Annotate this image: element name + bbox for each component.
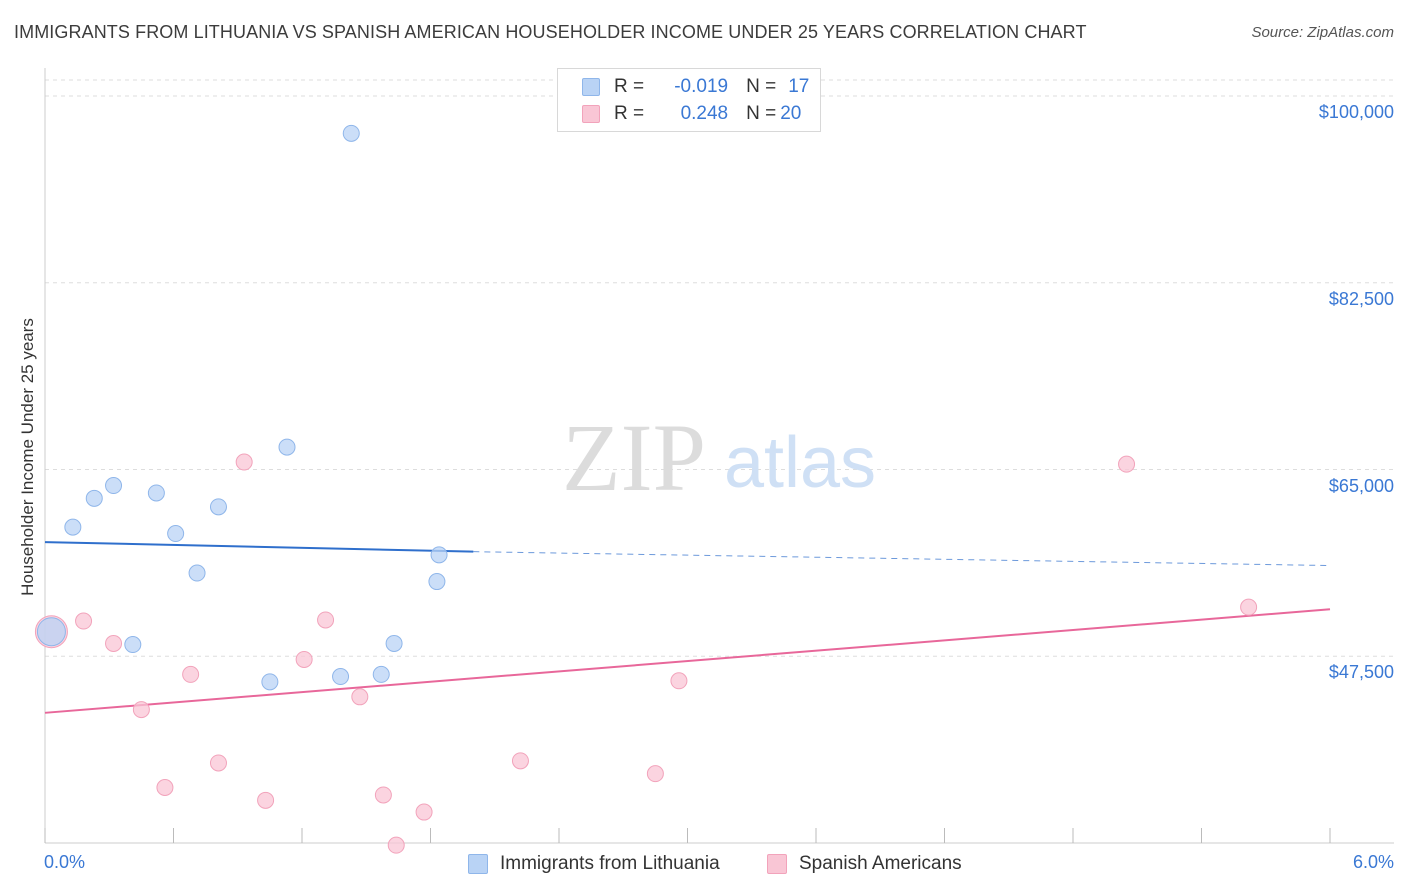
bottom-legend-label-spanish: Spanish Americans [799, 853, 962, 874]
point-lithuania [332, 668, 350, 686]
point-spanish [511, 752, 529, 770]
watermark-atlas: atlas [724, 423, 876, 503]
point-spanish [209, 754, 227, 772]
legend-row-lithuania: R = -0.019 N = 17 [582, 76, 809, 98]
point-lithuania [167, 525, 185, 543]
point-lithuania [385, 634, 403, 652]
bottom-legend-spanish: Spanish Americans [767, 852, 962, 876]
legend-n-value: 17 [788, 76, 810, 97]
trend-line-spanish [44, 608, 1331, 714]
legend-swatch-spanish [582, 105, 600, 123]
watermark: ZIP atlas [562, 404, 876, 511]
x-tick-min: 0.0% [44, 852, 86, 872]
point-lithuania [428, 573, 446, 591]
legend-r-value: 0.248 [680, 103, 729, 124]
point-lithuania [209, 498, 227, 516]
point-lithuania [188, 564, 206, 582]
point-spanish [182, 665, 200, 683]
point-spanish [295, 650, 313, 668]
y-tick-label: $65,000 [1328, 475, 1394, 496]
bottom-legend-lithuania: Immigrants from Lithuania [468, 852, 720, 876]
point-spanish [105, 634, 123, 652]
data-points [34, 124, 1258, 854]
point-spanish [670, 672, 688, 690]
y-tick-label: $100,000 [1318, 102, 1394, 122]
legend-r-label: R = [614, 76, 645, 97]
point-spanish [75, 612, 93, 630]
legend-n-label: N = [746, 76, 777, 97]
point-lithuania [261, 673, 279, 691]
trend-lines [44, 541, 1331, 714]
legend-r-label: R = [614, 103, 645, 124]
trend-line-lithuania [44, 541, 474, 553]
point-lithuania [278, 438, 296, 456]
point-lithuania [124, 636, 142, 654]
gridlines [45, 79, 1394, 657]
point-spanish [235, 453, 253, 471]
point-spanish [132, 701, 150, 719]
bottom-swatch-lithuania [468, 854, 488, 874]
point-lithuania [105, 477, 123, 495]
point-spanish [1118, 455, 1136, 473]
point-lithuania [64, 518, 82, 536]
point-spanish [387, 836, 405, 854]
bottom-swatch-spanish [767, 854, 787, 874]
watermark-zip: ZIP [562, 404, 706, 511]
chart-title: IMMIGRANTS FROM LITHUANIA VS SPANISH AME… [14, 22, 1087, 42]
axes [44, 68, 1394, 844]
point-spanish [317, 611, 335, 629]
point-spanish [374, 786, 392, 804]
point-spanish [351, 688, 369, 706]
bottom-legend-label-lithuania: Immigrants from Lithuania [500, 853, 720, 874]
legend-swatch-lithuania [582, 78, 600, 96]
point-lithuania [430, 546, 448, 564]
point-lithuania [147, 484, 165, 502]
point-lithuania [342, 124, 360, 142]
point-spanish [257, 791, 275, 809]
y-tick-label: $47,500 [1328, 662, 1394, 683]
source-label: Source: ZipAtlas.com [1251, 24, 1394, 41]
y-tick-label: $82,500 [1328, 288, 1394, 309]
x-tick-max: 6.0% [1352, 852, 1394, 872]
point-spanish [646, 765, 664, 783]
legend-row-spanish: R = 0.248 N = 20 [582, 103, 801, 125]
point-spanish [415, 803, 433, 821]
legend-n-label: N = [746, 103, 777, 124]
point-lithuania [85, 489, 103, 507]
point-lithuania [36, 617, 66, 647]
point-lithuania [372, 665, 390, 683]
correlation-legend: R = -0.019 N = 17 R = 0.248 N = 20 [557, 68, 821, 132]
trend-line-lithuania-extension [473, 551, 1331, 567]
legend-r-value: -0.019 [674, 76, 729, 97]
point-spanish [1240, 598, 1258, 616]
point-spanish [156, 779, 174, 797]
legend-n-value: 20 [780, 103, 802, 124]
